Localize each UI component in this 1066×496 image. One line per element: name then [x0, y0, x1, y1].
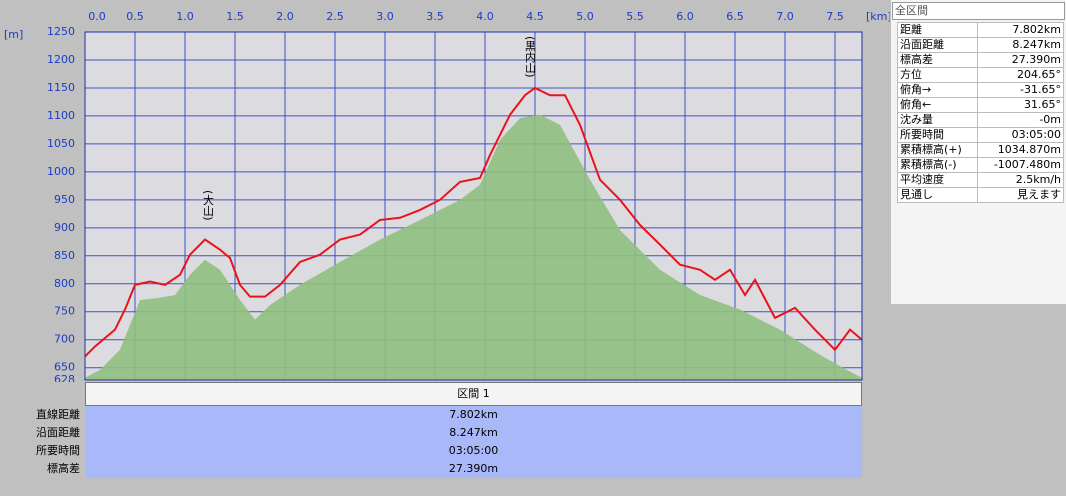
- x-tick-label: 1.0: [176, 10, 194, 23]
- side-row: 方位 204.65°: [897, 67, 1065, 83]
- y-tick-label: 700: [54, 333, 75, 346]
- side-row: 累積標高(-) -1007.480m: [897, 157, 1065, 173]
- side-value: 見えます: [976, 187, 1065, 203]
- y-tick-label: 1050: [47, 137, 75, 150]
- side-row: 俯角→ -31.65°: [897, 82, 1065, 98]
- y-axis-unit: [m]: [4, 28, 23, 41]
- x-tick-label: 5.5: [626, 10, 644, 23]
- side-label: 平均速度: [897, 172, 978, 188]
- profile-chart: [m] [km] 0.0 0.5 1.0 1.5 2.0 2.5 3.0 3.5 4.0 4.5 5…: [4, 10, 890, 382]
- side-label: 標高差: [897, 52, 978, 68]
- y-tick-label: 628: [54, 373, 75, 382]
- side-label: 所要時間: [897, 127, 978, 143]
- side-value: 8.247km: [976, 37, 1065, 53]
- y-tick-label: 1100: [47, 109, 75, 122]
- x-tick-label: 1.5: [226, 10, 244, 23]
- y-tick-label: 850: [54, 249, 75, 262]
- section-label: 所要時間: [36, 444, 80, 457]
- side-label: 沈み量: [897, 112, 978, 128]
- terrain-area: [85, 114, 862, 380]
- side-panel-title[interactable]: 全区間: [892, 2, 1065, 20]
- x-tick-label: 0.5: [126, 10, 144, 23]
- side-value: 03:05:00: [976, 127, 1065, 143]
- section-value: 03:05:00: [85, 442, 862, 460]
- route-line: [84, 86, 863, 358]
- side-row: 沈み量 -0m: [897, 112, 1065, 128]
- x-tick-label: 3.0: [376, 10, 394, 23]
- section-value: 27.390m: [85, 460, 862, 478]
- side-label: 累積標高(+): [897, 142, 978, 158]
- plot-area: [84, 31, 863, 381]
- y-tick-label: 1250: [47, 25, 75, 38]
- x-tick-label: 7.5: [826, 10, 844, 23]
- section-label: 沿面距離: [36, 426, 80, 439]
- section-row: 沿面距離 8.247km: [0, 424, 862, 442]
- side-label: 俯角→: [897, 82, 978, 98]
- section-row: 直線距離 7.802km: [0, 406, 862, 424]
- y-tick-label: 650: [54, 361, 75, 374]
- x-axis-unit: [km]: [866, 10, 890, 23]
- side-label: 距離: [897, 22, 978, 38]
- section-value: 8.247km: [85, 424, 862, 442]
- x-tick-label: 2.0: [276, 10, 294, 23]
- side-value: 2.5km/h: [976, 172, 1065, 188]
- side-row: 沿面距離 8.247km: [897, 37, 1065, 53]
- y-tick-label: 1200: [47, 53, 75, 66]
- side-label: 方位: [897, 67, 978, 83]
- section-label: 直線距離: [36, 408, 80, 421]
- x-tick-label: 4.0: [476, 10, 494, 23]
- y-tick-label: 800: [54, 277, 75, 290]
- side-value: -1007.480m: [976, 157, 1065, 173]
- side-row: 標高差 27.390m: [897, 52, 1065, 68]
- side-value: 31.65°: [976, 97, 1065, 113]
- side-value: 1034.870m: [976, 142, 1065, 158]
- side-row: 所要時間 03:05:00: [897, 127, 1065, 143]
- y-tick-label: 1000: [47, 165, 75, 178]
- x-tick-label: 6.5: [726, 10, 744, 23]
- x-tick-label: 6.0: [676, 10, 694, 23]
- side-row: 平均速度 2.5km/h: [897, 172, 1065, 188]
- peak-label: (黒内山): [524, 36, 537, 78]
- y-tick-label: 900: [54, 221, 75, 234]
- x-tick-label: 7.0: [776, 10, 794, 23]
- section-label: 標高差: [47, 462, 80, 475]
- side-row: 見通し 見えます: [897, 187, 1065, 203]
- side-label: 沿面距離: [897, 37, 978, 53]
- side-value: 204.65°: [976, 67, 1065, 83]
- section-value: 7.802km: [85, 406, 862, 424]
- x-tick-label: 4.5: [526, 10, 544, 23]
- x-tick-label: 0.0: [88, 10, 106, 23]
- side-label: 見通し: [897, 187, 978, 203]
- side-label: 累積標高(-): [897, 157, 978, 173]
- side-value: 27.390m: [976, 52, 1065, 68]
- side-row: 俯角← 31.65°: [897, 97, 1065, 113]
- peak-label: (大山): [202, 190, 215, 221]
- side-row: 距離 7.802km: [897, 22, 1065, 38]
- side-row: 累積標高(+) 1034.870m: [897, 142, 1065, 158]
- section-table: 区間 1 直線距離 7.802km 沿面距離 8.247km 所要時間 03:05:00 標…: [0, 382, 862, 478]
- y-tick-label: 950: [54, 193, 75, 206]
- side-panel: 全区間 距離 7.802km 沿面距離 8.247km 標高差 27.390m 方位 204.…: [891, 0, 1066, 304]
- x-tick-label: 2.5: [326, 10, 344, 23]
- side-label: 俯角←: [897, 97, 978, 113]
- side-value: -31.65°: [976, 82, 1065, 98]
- section-header: 区間 1: [85, 382, 862, 406]
- y-tick-label: 750: [54, 305, 75, 318]
- x-tick-label: 3.5: [426, 10, 444, 23]
- side-value: -0m: [976, 112, 1065, 128]
- y-tick-label: 1150: [47, 81, 75, 94]
- section-row: 標高差 27.390m: [0, 460, 862, 478]
- x-tick-label: 5.0: [576, 10, 594, 23]
- side-table: 距離 7.802km 沿面距離 8.247km 標高差 27.390m 方位 204.65° 俯…: [897, 22, 1065, 203]
- side-value: 7.802km: [976, 22, 1065, 38]
- section-row: 所要時間 03:05:00: [0, 442, 862, 460]
